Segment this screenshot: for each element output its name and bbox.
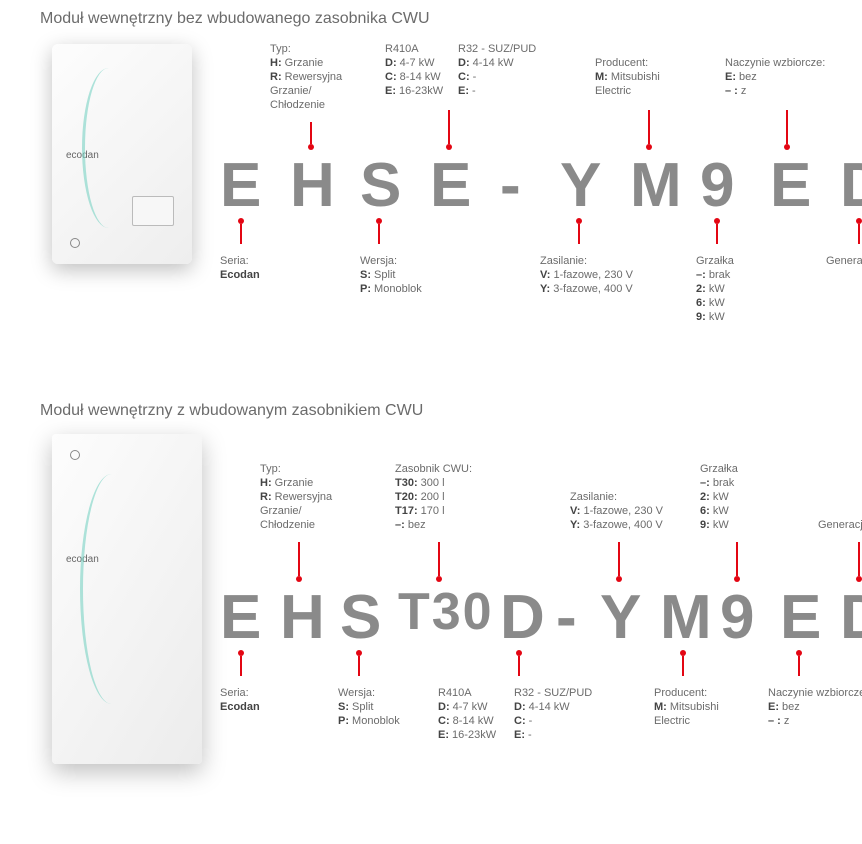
tick-icon [858, 224, 860, 244]
tick-icon [736, 542, 738, 576]
section2: ecodan Typ: H: Grzanie R: Rewersyjna Grz… [40, 434, 862, 814]
product-image-2: ecodan [40, 434, 200, 779]
desc-wersja-2: Wersja: S: Split P: Monoblok [338, 686, 400, 728]
desc-r410a-2: R410A D: 4-7 kW C: 8-14 kW E: 16-23kW [438, 686, 496, 742]
code-letter: S [360, 150, 403, 221]
desc-producent-2: Producent: M: Mitsubishi Electric [654, 686, 719, 728]
code-letter: Y [600, 582, 643, 653]
desc-producent-1: Producent: M: Mitsubishi Electric [595, 56, 660, 98]
product-brand-1: ecodan [66, 150, 99, 161]
desc-grzalka-2: Grzałka –: brak 2: kW 6: kW 9: kW [700, 462, 738, 532]
desc-zasobnik-2: Zasobnik CWU: T30: 300 l T20: 200 l T17:… [395, 462, 472, 532]
code-letter: - [500, 150, 523, 221]
desc-zasilanie-1: Zasilanie: V: 1-fazowe, 230 V Y: 3-fazow… [540, 254, 633, 296]
section1-title: Moduł wewnętrzny bez wbudowanego zasobni… [40, 10, 862, 28]
product-brand-2: ecodan [66, 554, 99, 565]
desc-r32-2: R32 - SUZ/PUD D: 4-14 kW C: - E: - [514, 686, 592, 742]
tick-icon [240, 656, 242, 676]
code-letter: Y [560, 150, 603, 221]
desc-zasilanie-2: Zasilanie: V: 1-fazowe, 230 V Y: 3-fazow… [570, 490, 663, 532]
code-area-2: Typ: H: Grzanie R: Rewersyjna Grzanie/ C… [220, 434, 862, 814]
tick-icon [448, 110, 450, 144]
section1: ecodan Typ: H: Grzanie R: Rewersyjna Grz… [40, 42, 862, 372]
tick-icon [648, 110, 650, 144]
code-letter: H [280, 582, 327, 653]
desc-generacja-2: Generacja [818, 518, 862, 532]
desc-seria-1: Seria: Ecodan [220, 254, 260, 282]
product-image-1: ecodan [40, 42, 200, 302]
tick-icon [358, 656, 360, 676]
code-letter: E [770, 150, 813, 221]
code-letter: D [500, 582, 547, 653]
desc-wersja-1: Wersja: S: Split P: Monoblok [360, 254, 422, 296]
tick-icon [786, 110, 788, 144]
desc-generacja-1: Generacja [826, 254, 862, 268]
code-letter: D [840, 150, 862, 221]
desc-typ-2: Typ: H: Grzanie R: Rewersyjna Grzanie/ C… [260, 462, 332, 532]
code-letter: E [220, 150, 263, 221]
desc-naczynie-1: Naczynie wzbiorcze: E: bez – : z [725, 56, 825, 98]
code-letter: M [630, 150, 684, 221]
code-letter: E [430, 150, 473, 221]
desc-seria-2: Seria: Ecodan [220, 686, 260, 714]
code-letter: M [660, 582, 714, 653]
code-letter: - [556, 582, 579, 653]
tick-icon [716, 224, 718, 244]
desc-grzalka-1: Grzałka –: brak 2: kW 6: kW 9: kW [696, 254, 734, 324]
code-letter: E [220, 582, 263, 653]
code-letter: S [340, 582, 383, 653]
code-letter: E [780, 582, 823, 653]
desc-r32-1: R32 - SUZ/PUD D: 4-14 kW C: - E: - [458, 42, 536, 98]
tick-icon [578, 224, 580, 244]
code-letter: T30 [398, 582, 494, 642]
desc-typ-1: Typ: H: Grzanie R: Rewersyjna Grzanie/ C… [270, 42, 342, 112]
code-letter: 9 [700, 150, 736, 221]
tick-icon [298, 542, 300, 576]
tick-icon [858, 542, 860, 576]
code-letter: 9 [720, 582, 756, 653]
tick-icon [682, 656, 684, 676]
tick-icon [378, 224, 380, 244]
tick-icon [518, 656, 520, 676]
tick-icon [618, 542, 620, 576]
tick-icon [310, 122, 312, 144]
tick-icon [438, 542, 440, 576]
tick-icon [798, 656, 800, 676]
code-letter: D [840, 582, 862, 653]
code-area-1: Typ: H: Grzanie R: Rewersyjna Grzanie/ C… [220, 42, 862, 372]
section2-title: Moduł wewnętrzny z wbudowanym zasobnikie… [40, 402, 862, 420]
desc-r410a-1: R410A D: 4-7 kW C: 8-14 kW E: 16-23kW [385, 42, 443, 98]
code-letter: H [290, 150, 337, 221]
tick-icon [240, 224, 242, 244]
desc-naczynie-2: Naczynie wzbiorcze: E: bez – : z [768, 686, 862, 728]
